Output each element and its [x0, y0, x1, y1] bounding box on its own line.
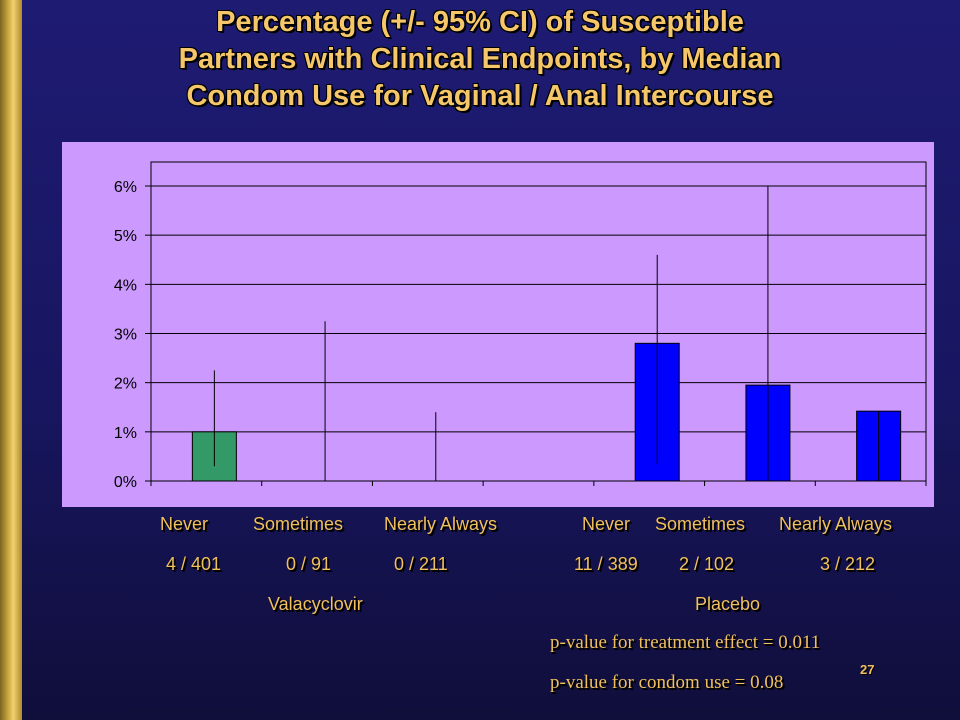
category-label-sometimes-val: Sometimes — [253, 514, 344, 534]
count-label-nearly-always-val: 0 / 211 — [394, 554, 448, 574]
y-tick-label: 0% — [114, 474, 137, 491]
title-line-1: Percentage (+/- 95% CI) of Susceptible — [216, 6, 744, 38]
group-label-placebo: Placebo — [695, 594, 761, 614]
category-label-never-val: Never — [160, 514, 209, 534]
count-label-sometimes-pbo: 2 / 102 — [679, 554, 735, 574]
group-label-valacyclovir: Valacyclovir — [268, 594, 363, 614]
y-tick-label: 2% — [114, 376, 137, 393]
count-label-never-pbo: 11 / 389 — [574, 554, 638, 574]
title-line-3: Condom Use for Vaginal / Anal Intercours… — [186, 80, 774, 112]
count-label-nearly-always-pbo: 3 / 212 — [820, 554, 876, 574]
y-tick-label: 4% — [114, 277, 137, 294]
count-label-never-val: 4 / 401 — [166, 554, 222, 574]
left-accent-bar — [0, 0, 22, 720]
y-tick-label: 1% — [114, 425, 137, 442]
category-label-nearly-always-pbo: Nearly Always — [779, 514, 893, 534]
category-label-sometimes-pbo: Sometimes — [655, 514, 746, 534]
pvalue-condom: p-value for condom use = 0.08 — [550, 672, 784, 693]
title-line-2: Partners with Clinical Endpoints, by Med… — [178, 43, 782, 75]
y-tick-label: 3% — [114, 327, 137, 344]
category-label-nearly-always-val: Nearly Always — [384, 514, 498, 534]
plot-frame — [150, 161, 927, 482]
slide-title: Percentage (+/- 95% CI) of Susceptible P… — [40, 4, 920, 115]
pvalue-treatment: p-value for treatment effect = 0.011 — [550, 632, 821, 653]
count-label-sometimes-val: 0 / 91 — [286, 554, 332, 574]
y-tick-label: 5% — [114, 228, 137, 245]
y-tick-label: 6% — [114, 179, 137, 196]
slide-number: 27 — [860, 662, 875, 677]
category-label-never-pbo: Never — [582, 514, 631, 534]
